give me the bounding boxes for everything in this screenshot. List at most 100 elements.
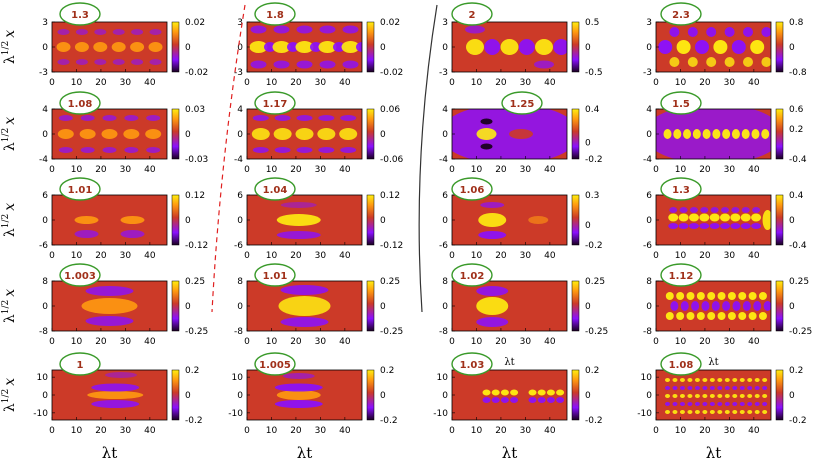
heatmap-blob <box>717 378 723 382</box>
x-tick-label: 30 <box>724 165 736 175</box>
colorbar-tick-label: 0 <box>380 43 386 53</box>
heatmap-field <box>87 372 144 408</box>
heatmap-blob <box>272 41 291 53</box>
heatmap-blob <box>669 57 680 67</box>
x-tick-label: 20 <box>95 251 107 261</box>
heatmap-blob <box>687 394 693 398</box>
x-tick-label: 0 <box>449 78 455 88</box>
heatmap-field <box>668 207 771 230</box>
x-tick-label: 40 <box>144 337 156 347</box>
heatmap-blob <box>668 213 679 222</box>
y-tick-label: 0 <box>646 130 652 140</box>
heatmap-blob <box>687 27 698 37</box>
heatmap-blob <box>537 397 546 403</box>
heatmap-blob <box>717 386 723 390</box>
heatmap-blob <box>310 42 322 52</box>
heatmap-blob <box>500 397 509 403</box>
colorbar-tick-label: -0.4 <box>789 241 807 251</box>
colorbar-tick-label: 0 <box>585 221 591 231</box>
heatmap-blob <box>75 29 88 35</box>
heatmap-blob <box>679 402 685 406</box>
x-tick-label: 20 <box>95 165 107 175</box>
y-tick-label: -8 <box>39 327 48 337</box>
heatmap-blob <box>679 394 685 398</box>
colorbar-tick-label: 0 <box>585 391 591 401</box>
heatmap-field <box>665 378 768 414</box>
y-tick-label: 10 <box>37 373 49 383</box>
y-tick-label: 8 <box>442 277 448 287</box>
heatmap-blob <box>724 57 735 67</box>
heatmap-blob <box>476 128 497 140</box>
heatmap-blob <box>296 115 313 121</box>
heatmap-blob <box>747 386 753 390</box>
colorbar-tick-label: -0.2 <box>585 241 603 251</box>
y-tick-label: 0 <box>42 130 48 140</box>
y-tick-label: -10 <box>433 409 448 419</box>
colorbar <box>366 21 375 73</box>
x-tick-label: 10 <box>71 426 83 436</box>
x-tick-label: 0 <box>49 165 55 175</box>
y-tick-label: 0 <box>42 302 48 312</box>
colorbar-tick-label: -0.2 <box>585 416 603 426</box>
heatmap-blob <box>295 128 314 140</box>
x-tick-label: 30 <box>120 337 132 347</box>
x-tick-label: 40 <box>339 251 351 261</box>
x-tick-label: 30 <box>724 337 736 347</box>
heatmap-blob <box>57 29 70 35</box>
x-tick-label: 0 <box>449 337 455 347</box>
y-axis-label-sup: 1/2 <box>1 214 11 228</box>
x-tick-label: 10 <box>71 337 83 347</box>
y-axis-label: λ1/2 x <box>1 30 18 64</box>
heatmap-blob <box>741 207 750 213</box>
heatmap-blob <box>101 129 118 139</box>
heatmap-blob <box>754 386 760 390</box>
x-tick-label: 0 <box>244 78 250 88</box>
y-tick-label: 0 <box>442 391 448 401</box>
y-axis-label-symbol: λ <box>2 228 18 237</box>
y-tick-label: 6 <box>646 191 652 201</box>
y-tick-label: 0 <box>237 216 243 226</box>
heatmap-blob <box>709 213 720 222</box>
heatmap-blob <box>296 60 313 69</box>
heatmap-blob <box>679 410 685 414</box>
x-tick-label: 0 <box>653 251 659 261</box>
colorbar-tick-label: -0.03 <box>185 155 208 165</box>
heatmap-blob <box>761 129 770 139</box>
heatmap-blob <box>124 147 139 153</box>
heatmap-blob <box>510 397 519 403</box>
x-tick-label: 10 <box>675 78 687 88</box>
heatmap-blob <box>739 410 745 414</box>
heatmap-blob <box>535 39 553 55</box>
colorbar-tick-label: 0.25 <box>185 277 205 287</box>
heatmap-blob <box>762 378 768 382</box>
colorbar <box>775 369 784 421</box>
heatmap-blob <box>709 378 715 382</box>
heatmap-field <box>665 292 771 320</box>
y-tick-label: 10 <box>437 373 449 383</box>
heatmap-blob <box>278 296 331 316</box>
y-axis-label-symbol: λ <box>2 142 18 151</box>
heatmap-blob <box>672 402 678 406</box>
colorbar-tick-label: 0.12 <box>380 191 400 201</box>
x-tick-label: 30 <box>520 251 532 261</box>
colorbar-tick-label: -0.06 <box>380 155 404 165</box>
heatmap-blob <box>91 383 140 392</box>
heatmap-blob <box>482 397 491 403</box>
heatmap-blob <box>694 394 700 398</box>
x-tick-label: 10 <box>471 251 483 261</box>
colorbar <box>171 194 180 246</box>
x-tick-label: 10 <box>675 251 687 261</box>
y-tick-label: -6 <box>439 241 448 251</box>
heatmap-blob <box>710 207 719 213</box>
x-tick-label: 20 <box>290 426 302 436</box>
heatmap-blob <box>709 223 720 229</box>
colorbar-tick-label: 0 <box>380 130 386 140</box>
y-tick-label: 0 <box>42 391 48 401</box>
heatmap-blob <box>688 223 699 229</box>
colorbar <box>775 108 784 160</box>
colorbar-tick-label: 0 <box>185 216 191 226</box>
heatmap-blob <box>120 230 145 238</box>
heatmap-blob <box>754 402 760 406</box>
x-tick-label: 40 <box>748 165 760 175</box>
